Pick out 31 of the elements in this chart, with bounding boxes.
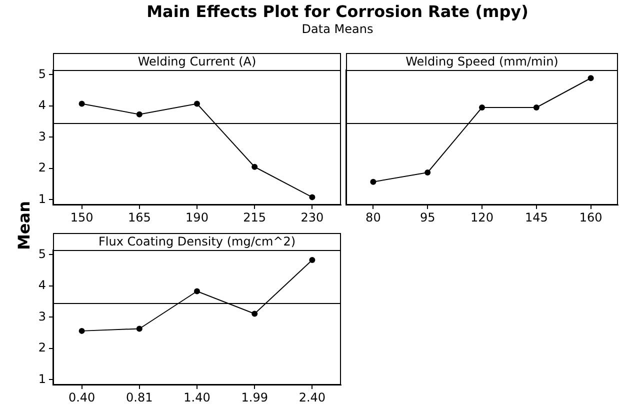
x-tick-label: 0.40: [68, 390, 96, 404]
y-tick-label: 3: [38, 309, 46, 324]
y-tick-label: 4: [38, 98, 46, 112]
x-tick-label: 120: [470, 210, 494, 224]
y-tick-label: 1: [38, 192, 46, 206]
chart-subtitle: Data Means: [300, 22, 374, 36]
x-tick-label: 145: [524, 210, 548, 224]
y-tick-label: 5: [38, 246, 46, 261]
y-tick-label: 5: [38, 66, 46, 81]
y-tick-label: 2: [38, 340, 46, 355]
x-tick-label: 230: [300, 210, 324, 224]
x-tick-label: 1.40: [184, 390, 210, 404]
y-tick-label: 4: [38, 278, 46, 292]
x-tick-label: 2.40: [298, 390, 326, 404]
y-axis-title: Mean: [14, 200, 34, 252]
x-tick-label: 95: [420, 210, 436, 224]
x-tick-label: 80: [366, 210, 381, 224]
y-tick-label: 1: [38, 372, 46, 386]
x-axis-title: Welding Current (A): [138, 54, 256, 69]
x-tick-label: 165: [128, 210, 151, 224]
x-tick-label: 215: [243, 210, 266, 224]
y-tick-label: 3: [38, 129, 46, 144]
x-tick-label: 190: [186, 210, 208, 224]
x-tick-label: 1.99: [241, 390, 268, 404]
chart-title: Main Effects Plot for Corrosion Rate (mpy): [146, 2, 530, 21]
y-tick-label: 2: [38, 160, 46, 175]
x-tick-label: 0.81: [126, 390, 153, 404]
x-tick-label: 160: [579, 210, 602, 224]
x-axis-title: Welding Speed (mm/min): [406, 54, 558, 69]
x-axis-title: Flux Coating Density (mg/cm^2): [98, 234, 296, 249]
x-tick-label: 150: [70, 210, 94, 224]
